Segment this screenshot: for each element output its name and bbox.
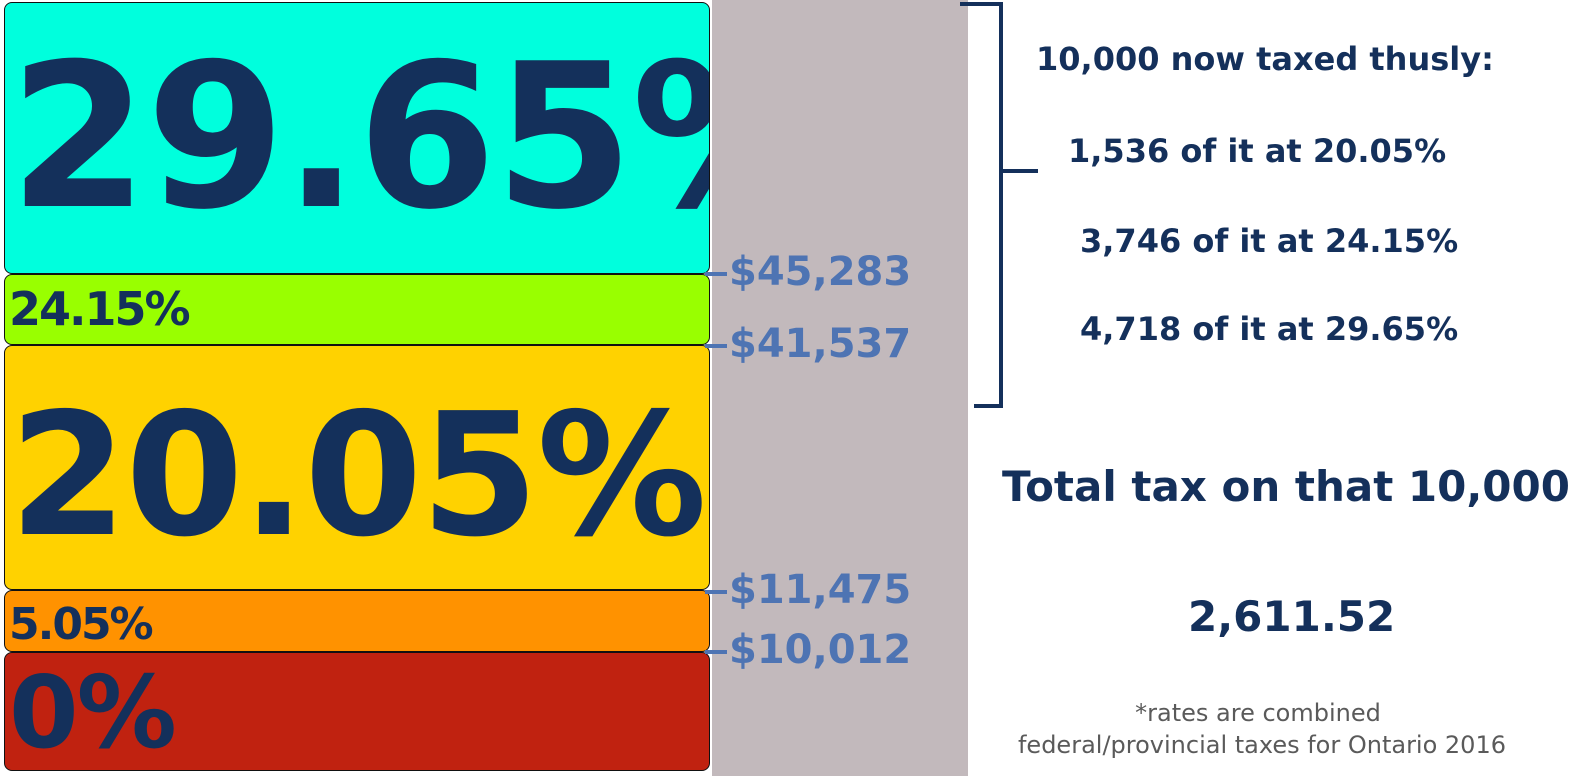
bracket-5-05: 5.05% [4,590,710,652]
threshold-label: $41,537 [705,324,911,364]
total-value: 2,611.52 [1188,592,1396,641]
threshold-label: $10,012 [705,630,911,670]
bracket-0: 0% [4,652,710,771]
bracket-24-15: 24.15% [4,274,710,345]
total-label: Total tax on that 10,000: [1002,462,1572,511]
bracket-line-vertical [999,2,1003,408]
bracket-line-top [960,2,1003,6]
bracket-rate: 24.15% [9,282,191,336]
bracket-rate: 20.05% [9,377,707,575]
footnote-line1: *rates are combined [1135,699,1381,727]
threshold-label: $45,283 [705,252,911,292]
breakdown-line: 1,536 of it at 20.05% [1068,132,1447,170]
bracket-29-65: 29.65% [4,2,710,274]
threshold-label: $11,475 [705,570,911,610]
footnote-line2: federal/provincial taxes for Ontario 201… [1017,731,1506,759]
bracket-rate: 5.05% [9,599,154,650]
bracket-line-bottom [974,404,1003,408]
breakdown-heading: 10,000 now taxed thusly: [1036,40,1494,78]
bracket-line-tick [1000,169,1038,173]
bracket-rate: 29.65% [9,21,709,254]
breakdown-line: 4,718 of it at 29.65% [1080,310,1459,348]
bracket-rate: 0% [9,654,177,771]
bracket-20-05: 20.05% [4,345,710,590]
breakdown-line: 3,746 of it at 24.15% [1080,222,1459,260]
